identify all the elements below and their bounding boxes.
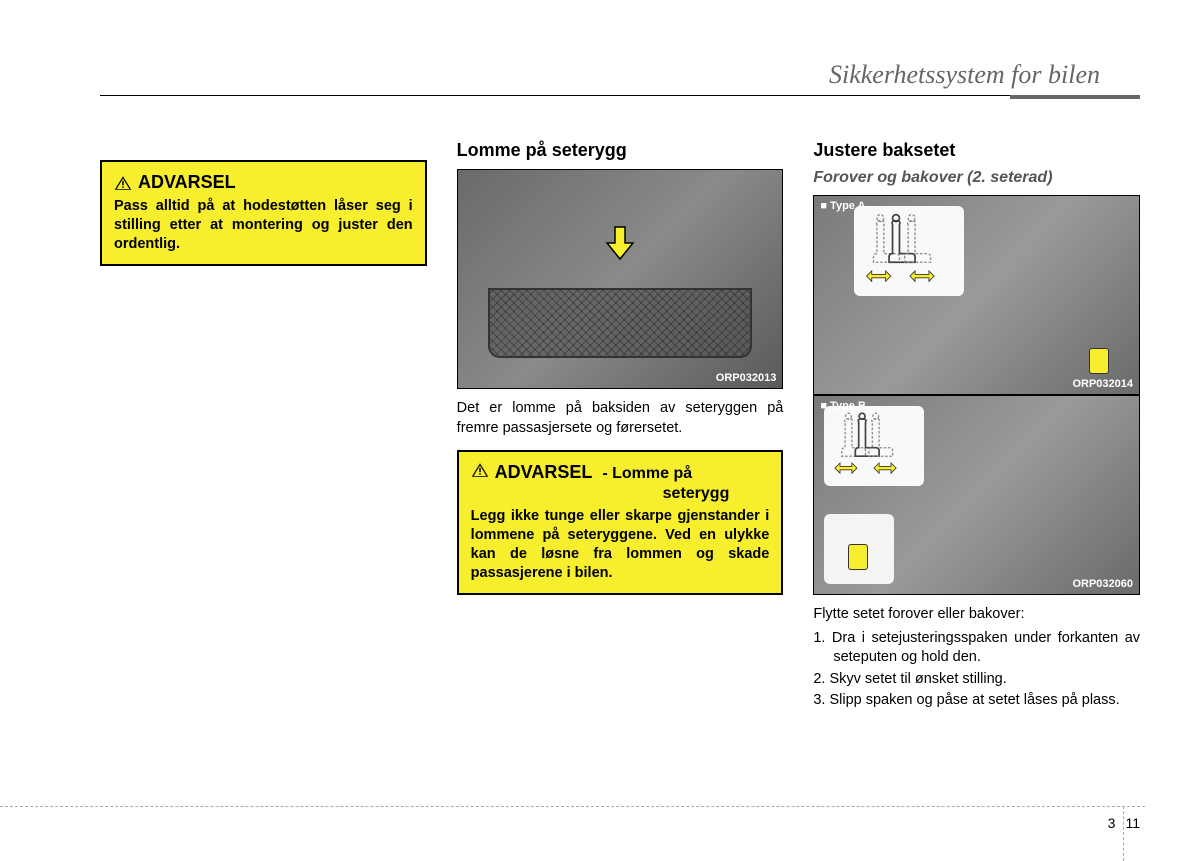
body-text-pocket: Det er lomme på baksiden av seteryggen p… bbox=[457, 399, 784, 438]
header-title: Sikkerhetssystem for bilen bbox=[829, 60, 1100, 90]
lever-highlight-icon bbox=[848, 544, 868, 570]
page-header: Sikkerhetssystem for bilen bbox=[829, 60, 1100, 90]
column-3: Justere baksetet Forover og bakover (2. … bbox=[813, 140, 1140, 801]
seat-pocket-mesh bbox=[488, 288, 753, 358]
figure-code-a: ORP032014 bbox=[1072, 378, 1133, 390]
content-area: ADVARSEL Pass alltid på at hodestøtten l… bbox=[100, 140, 1140, 801]
warning-box-headrest: ADVARSEL Pass alltid på at hodestøtten l… bbox=[100, 160, 427, 266]
section-subtitle-adjust: Forover og bakover (2. seterad) bbox=[813, 169, 1140, 187]
manual-page: Sikkerhetssystem for bilen ADVARSEL Pass… bbox=[0, 0, 1200, 861]
warning-header: ADVARSEL bbox=[114, 172, 413, 193]
figure-code: ORP032013 bbox=[716, 372, 777, 384]
warning-label: ADVARSEL bbox=[138, 172, 236, 193]
warning-text-pocket: Legg ikke tunge eller skarpe gjenstander… bbox=[471, 507, 770, 582]
lever-highlight-icon bbox=[1089, 348, 1109, 374]
figure-type-b: ■ Type B bbox=[813, 395, 1140, 595]
warning-box-pocket: ADVARSEL - Lomme på seterygg Legg ikke t… bbox=[457, 450, 784, 594]
column-1: ADVARSEL Pass alltid på at hodestøtten l… bbox=[100, 140, 427, 801]
warning-label: ADVARSEL bbox=[495, 462, 593, 483]
figure-code-b: ORP032060 bbox=[1072, 578, 1133, 590]
page-num: 11 bbox=[1125, 815, 1140, 831]
step-3: 3. Slipp spaken og påse at setet låses p… bbox=[813, 691, 1140, 711]
page-number: 3 11 bbox=[1108, 815, 1140, 831]
warning-header-pocket: ADVARSEL - Lomme på bbox=[471, 462, 770, 483]
warning-triangle-icon bbox=[114, 175, 132, 191]
warning-text: Pass alltid på at hodestøtten låser seg … bbox=[114, 197, 413, 254]
section-number: 3 bbox=[1108, 815, 1116, 831]
column-2: Lomme på seterygg ORP032013 Det er lomme… bbox=[457, 140, 784, 801]
header-divider bbox=[100, 95, 1140, 96]
step-1: 1. Dra i setejusteringsspaken under fork… bbox=[813, 629, 1140, 668]
lever-detail-inset bbox=[824, 514, 894, 584]
footer-dotted-line bbox=[0, 806, 1145, 807]
seat-move-diagram-b bbox=[824, 406, 924, 486]
section-title-pocket: Lomme på seterygg bbox=[457, 140, 784, 161]
figure-seat-pocket: ORP032013 bbox=[457, 169, 784, 389]
arrow-down-icon bbox=[605, 225, 635, 266]
warning-triangle-icon bbox=[471, 462, 489, 478]
section-title-adjust: Justere baksetet bbox=[813, 140, 1140, 161]
warning-subtitle-1: - Lomme på bbox=[602, 465, 692, 483]
figure-type-a: ■ Type A bbox=[813, 195, 1140, 395]
seat-move-diagram bbox=[854, 206, 964, 296]
body-text-move: Flytte setet forover eller bakover: bbox=[813, 605, 1140, 625]
step-2: 2. Skyv setet til ønsket stilling. bbox=[813, 670, 1140, 690]
warning-subtitle-2: seterygg bbox=[663, 485, 730, 502]
